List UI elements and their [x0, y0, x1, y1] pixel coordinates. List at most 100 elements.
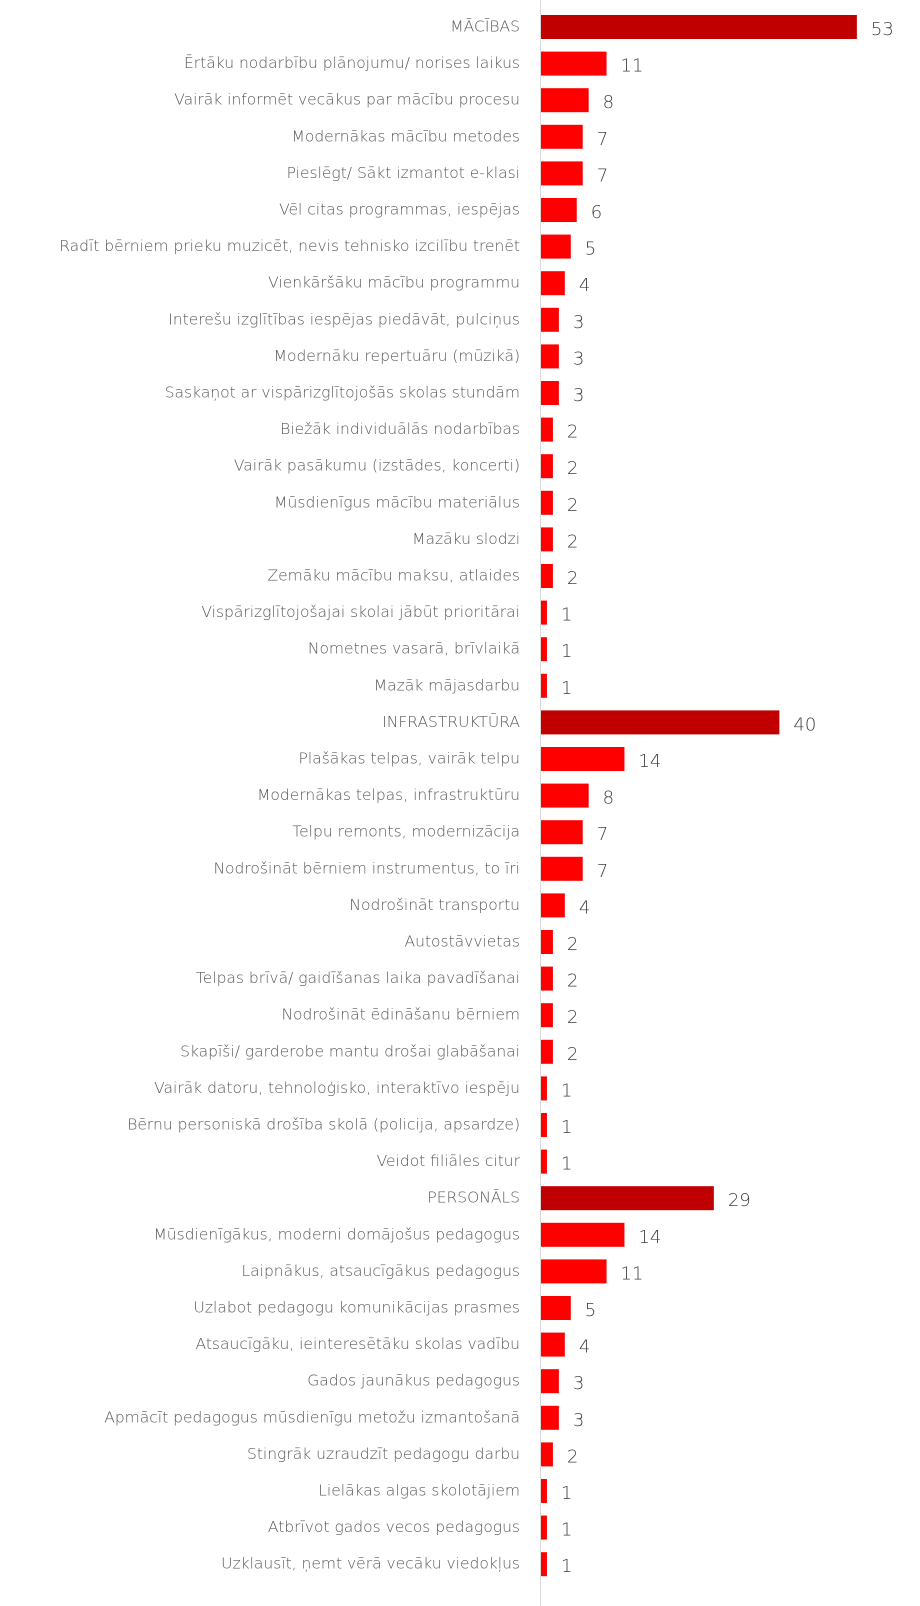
category-label: Veidot filiāles citur — [377, 1152, 521, 1170]
category-label: Interešu izglītības iespējas piedāvāt, p… — [168, 310, 520, 328]
category-label: Vispārizglītojošajai skolai jābūt priori… — [201, 603, 520, 621]
bar — [541, 856, 583, 881]
value-label: 29 — [728, 1190, 751, 1211]
category-label: Modernākas telpas, infrastruktūru — [257, 786, 520, 804]
value-label: 2 — [567, 495, 578, 516]
category-label: Pieslēgt/ Sākt izmantot e-klasi — [287, 164, 520, 182]
bar — [541, 1479, 547, 1503]
bar — [541, 1552, 547, 1577]
category-label: Vairāk pasākumu (izstādes, koncerti) — [234, 457, 520, 475]
category-label: Atsaucīgāku, ieinteresētāku skolas vadīb… — [196, 1335, 520, 1353]
value-label: 2 — [567, 934, 578, 955]
bar — [541, 1149, 547, 1174]
value-label: 4 — [579, 1337, 590, 1358]
category-label: Nodrošināt transportu — [349, 896, 520, 914]
category-label: Skapīši/ garderobe mantu drošai glabāšan… — [180, 1042, 520, 1060]
bar — [541, 820, 583, 845]
category-label: MĀCĪBAS — [450, 17, 520, 36]
bar — [541, 564, 553, 588]
category-label: Vairāk datoru, tehnoloģisko, interaktīvo… — [154, 1079, 520, 1097]
value-label: 1 — [561, 1520, 572, 1541]
category-label: Vēl citas programmas, iespējas — [279, 201, 520, 219]
value-label: 1 — [561, 1080, 572, 1101]
bar — [541, 1186, 714, 1211]
category-label: Stingrāk uzraudzīt pedagogu darbu — [247, 1445, 520, 1463]
bar — [541, 1442, 553, 1467]
value-label: 11 — [621, 56, 644, 77]
value-label: 3 — [573, 1410, 584, 1431]
value-label: 2 — [567, 422, 578, 443]
value-label: 1 — [561, 605, 572, 626]
bar — [541, 930, 553, 954]
value-label: 5 — [585, 239, 596, 260]
bar — [541, 51, 607, 76]
bar — [541, 454, 553, 479]
bar — [541, 271, 565, 296]
value-label: 2 — [567, 1007, 578, 1028]
value-label: 7 — [597, 824, 608, 845]
bar — [541, 234, 571, 259]
category-label: Telpas brīvā/ gaidīšanas laika pavadīšan… — [196, 969, 520, 987]
value-label: 4 — [579, 897, 590, 918]
value-label: 2 — [567, 971, 578, 992]
value-label: 4 — [579, 275, 590, 296]
bar — [541, 600, 547, 625]
bar — [541, 198, 577, 222]
value-label: 8 — [603, 92, 614, 113]
category-label: Mazāku slodzi — [412, 530, 520, 548]
category-label: Modernākas mācību metodes — [291, 127, 520, 145]
bar — [541, 637, 547, 662]
category-label: Laipnākus, atsaucīgākus pedagogus — [242, 1262, 520, 1280]
value-label: 2 — [567, 1446, 578, 1467]
bar — [541, 88, 589, 113]
bar — [541, 417, 553, 442]
value-label: 1 — [561, 1556, 572, 1577]
value-label: 2 — [567, 458, 578, 479]
bar — [541, 783, 589, 808]
category-label: Nodrošināt bērniem instrumentus, to īri — [213, 859, 520, 877]
bar — [541, 307, 559, 332]
category-label: Vairāk informēt vecākus par mācību proce… — [174, 91, 520, 109]
value-label: 7 — [597, 129, 608, 150]
value-label: 1 — [561, 1117, 572, 1138]
bar — [541, 344, 559, 369]
bar — [541, 1369, 559, 1394]
bar — [541, 966, 553, 991]
bar — [541, 893, 565, 918]
category-label: Apmācīt pedagogus mūsdienīgu metožu izma… — [104, 1408, 520, 1426]
bar — [541, 124, 583, 149]
bar — [541, 673, 547, 698]
bar — [541, 1039, 553, 1064]
value-label: 53 — [871, 19, 894, 40]
value-label: 3 — [573, 312, 584, 333]
category-label: Nodrošināt ēdināšanu bērniem — [281, 1006, 520, 1024]
category-label: PERSONĀLS — [427, 1188, 520, 1207]
bar — [541, 1076, 547, 1101]
value-label: 7 — [597, 165, 608, 186]
category-label: Nometnes vasarā, brīvlaikā — [308, 640, 520, 658]
category-label: Uzklausīt, ņemt vērā vecāku viedokļus — [221, 1555, 520, 1573]
category-label: Lielākas algas skolotājiem — [318, 1482, 520, 1500]
category-label: Zemāku mācību maksu, atlaides — [268, 567, 520, 585]
bar — [541, 15, 857, 39]
category-label: Ērtāku nodarbību plānojumu/ norises laik… — [184, 53, 520, 72]
bar — [541, 1405, 559, 1430]
bar — [541, 1113, 547, 1137]
category-label: Radīt bērniem prieku muzicēt, nevis tehn… — [59, 237, 520, 255]
category-label: Gados jaunākus pedagogus — [307, 1372, 520, 1390]
category-label: Plašākas telpas, vairāk telpu — [299, 750, 520, 768]
value-label: 1 — [561, 1154, 572, 1175]
bar — [541, 1332, 565, 1357]
value-label: 1 — [561, 641, 572, 662]
value-label: 1 — [561, 1483, 572, 1504]
category-label: Mūsdienīgākus, moderni domājošus pedagog… — [153, 1225, 520, 1243]
value-label: 14 — [638, 1227, 661, 1248]
value-label: 3 — [573, 1373, 584, 1394]
category-label: Mūsdienīgus mācību materiālus — [274, 493, 520, 511]
value-label: 6 — [591, 202, 602, 223]
category-label: Atbrīvot gados vecos pedagogus — [268, 1518, 520, 1536]
bar — [541, 527, 553, 552]
category-label: Saskaņot ar vispārizglītojošās skolas st… — [165, 384, 520, 402]
category-label: INFRASTRUKTŪRA — [382, 712, 520, 731]
